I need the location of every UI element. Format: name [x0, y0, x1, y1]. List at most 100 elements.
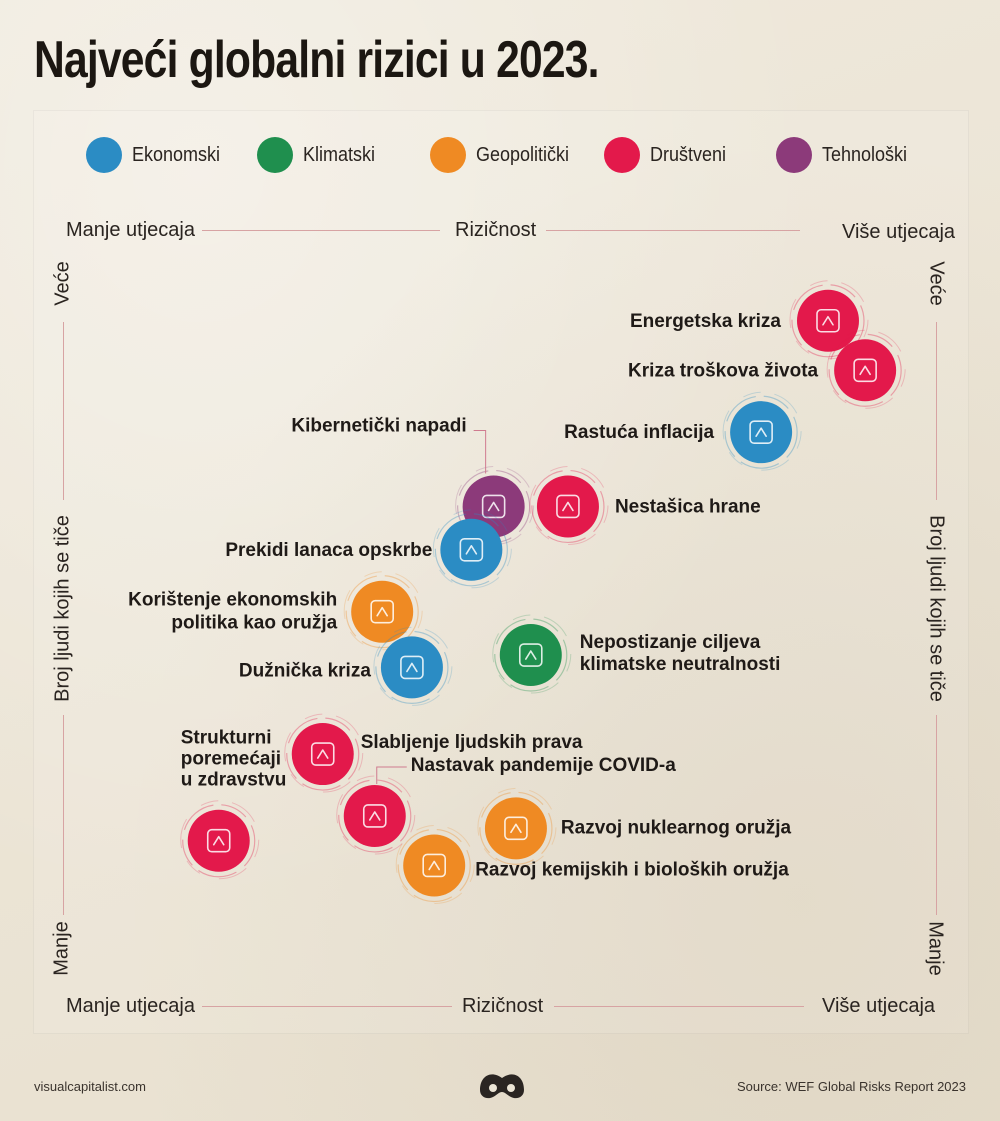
scatter-point: Energetska kriza [630, 280, 869, 360]
point-ring [284, 713, 364, 793]
legend-item-geopoliticki: Geopolitički [430, 137, 579, 173]
axis-top-center-label: Rizičnost [455, 219, 537, 241]
point-ring [338, 779, 412, 853]
point-marker [440, 518, 503, 581]
legend-dot-tehnoloski [776, 137, 812, 173]
inflation-coins-icon [749, 420, 773, 444]
scatter-point: Razvoj kemijskih i bioloških oružja [395, 824, 789, 904]
axis-line-left-bottom [63, 715, 64, 915]
scatter-point: Korištenje ekonomskih politika kao oružja [128, 571, 423, 651]
scatter-point: Nepostizanje ciljeva klimatske neutralnos… [492, 614, 781, 694]
scatter-point: Razvoj nuklearnog oružja [477, 787, 792, 867]
point-ring [722, 391, 802, 471]
scatter-point: Kibernetički napadi [291, 415, 535, 545]
point-label: Nepostizanje ciljeva klimatske neutralnos… [580, 632, 781, 675]
fuel-barrel-icon [816, 308, 840, 333]
thermometer-icon [518, 643, 543, 667]
point-marker [796, 289, 859, 352]
point-label: Kriza troškova života [628, 360, 818, 381]
food-shortage-icon [556, 494, 580, 519]
point-marker [343, 784, 406, 847]
point-label: Korištenje ekonomskih politika kao oružja [128, 590, 337, 634]
point-ring [529, 465, 609, 545]
axis-bottom-right-label: Više utjecaja [822, 995, 936, 1017]
axis-line-bottom-right [554, 1006, 804, 1007]
point-ring [492, 614, 572, 694]
chart-panel [33, 110, 969, 1034]
point-ring [494, 618, 568, 692]
wallet-warning-icon [853, 358, 877, 383]
point-ring [531, 469, 605, 544]
legend-item-tehnoloski: Tehnološki [776, 137, 917, 173]
point-marker [536, 475, 599, 538]
point-ring [182, 804, 256, 878]
point-marker [834, 339, 897, 402]
point-marker [403, 834, 466, 897]
point-ring [395, 824, 475, 904]
legend-dot-klimatski [257, 137, 293, 173]
point-ring [286, 717, 360, 791]
point-ring [789, 280, 869, 360]
axis-bottom-center-label: Rizičnost [462, 995, 544, 1017]
health-warning-icon [206, 828, 231, 853]
point-label: Nastavak pandemije COVID-a [411, 755, 676, 776]
biohazard-icon [422, 853, 447, 878]
axis-line-right-top [936, 322, 937, 500]
scatter-point: Nastavak pandemije COVID-a [336, 755, 676, 855]
point-marker [484, 797, 547, 860]
scatter-point: Prekidi lanaca opskrbe [225, 509, 512, 589]
human-rights-icon [310, 742, 335, 766]
point-ring [345, 575, 419, 649]
page-title: Najveći globalni rizici u 2023. [34, 31, 599, 89]
point-label: Razvoj kemijskih i bioloških oružja [475, 859, 789, 880]
axis-line-top-right [546, 230, 800, 231]
point-marker [351, 580, 414, 643]
point-marker [499, 624, 562, 687]
mushroom-cloud-icon [504, 816, 528, 841]
leader-line [473, 429, 487, 474]
legend-dot-drustveni [604, 137, 640, 173]
legend-item-ekonomski: Ekonomski [86, 137, 230, 173]
point-ring [791, 284, 865, 358]
point-ring [373, 626, 453, 706]
point-label: Energetska kriza [630, 311, 781, 332]
axis-top-left-label: Manje utjecaja [66, 219, 195, 241]
axis-top-right-label: Više utjecaja [842, 221, 956, 243]
point-ring [479, 791, 553, 865]
cyber-bug-icon [481, 494, 506, 519]
point-ring [397, 828, 471, 903]
point-label: Strukturni poremećaji u zdravstvu [181, 728, 287, 791]
legend-item-klimatski: Klimatski [257, 137, 383, 173]
scatter-point: Nestašica hrane [529, 465, 761, 545]
scatter-point: Slabljenje ljudskih prava [284, 713, 583, 793]
legend-label: Geopolitički [476, 143, 570, 166]
point-ring [828, 333, 902, 407]
footer-source: Source: WEF Global Risks Report 2023 [736, 1079, 966, 1094]
axis-bottom-left-label: Manje utjecaja [66, 995, 195, 1017]
point-marker [187, 809, 250, 872]
money-bag-icon [370, 599, 394, 624]
legend: Ekonomski Klimatski Geopolitički Društve… [0, 0, 1000, 173]
point-label: Slabljenje ljudskih prava [361, 732, 583, 753]
legend-label: Ekonomski [132, 143, 221, 166]
point-label: Razvoj nuklearnog oružja [561, 817, 792, 838]
axis-line-top-left [202, 230, 440, 231]
legend-label: Društveni [650, 143, 727, 166]
point-ring [180, 800, 260, 880]
scatter-point: Strukturni poremećaji u zdravstvu [180, 728, 287, 880]
point-ring [336, 775, 416, 855]
point-ring [432, 509, 512, 589]
point-ring [826, 329, 906, 409]
scatter-point: Dužnička kriza [239, 626, 453, 706]
legend-label: Klimatski [303, 143, 376, 166]
point-label: Nestašica hrane [615, 496, 761, 517]
point-ring [434, 513, 508, 587]
visual-capitalist-logo-icon [480, 1074, 524, 1099]
legend-dot-geopoliticki [430, 137, 466, 173]
footer-site: visualcapitalist.com [34, 1079, 146, 1094]
point-ring [724, 395, 798, 469]
leader-line [376, 766, 407, 784]
axis-line-bottom-left [202, 1006, 452, 1007]
virus-icon [362, 804, 387, 828]
